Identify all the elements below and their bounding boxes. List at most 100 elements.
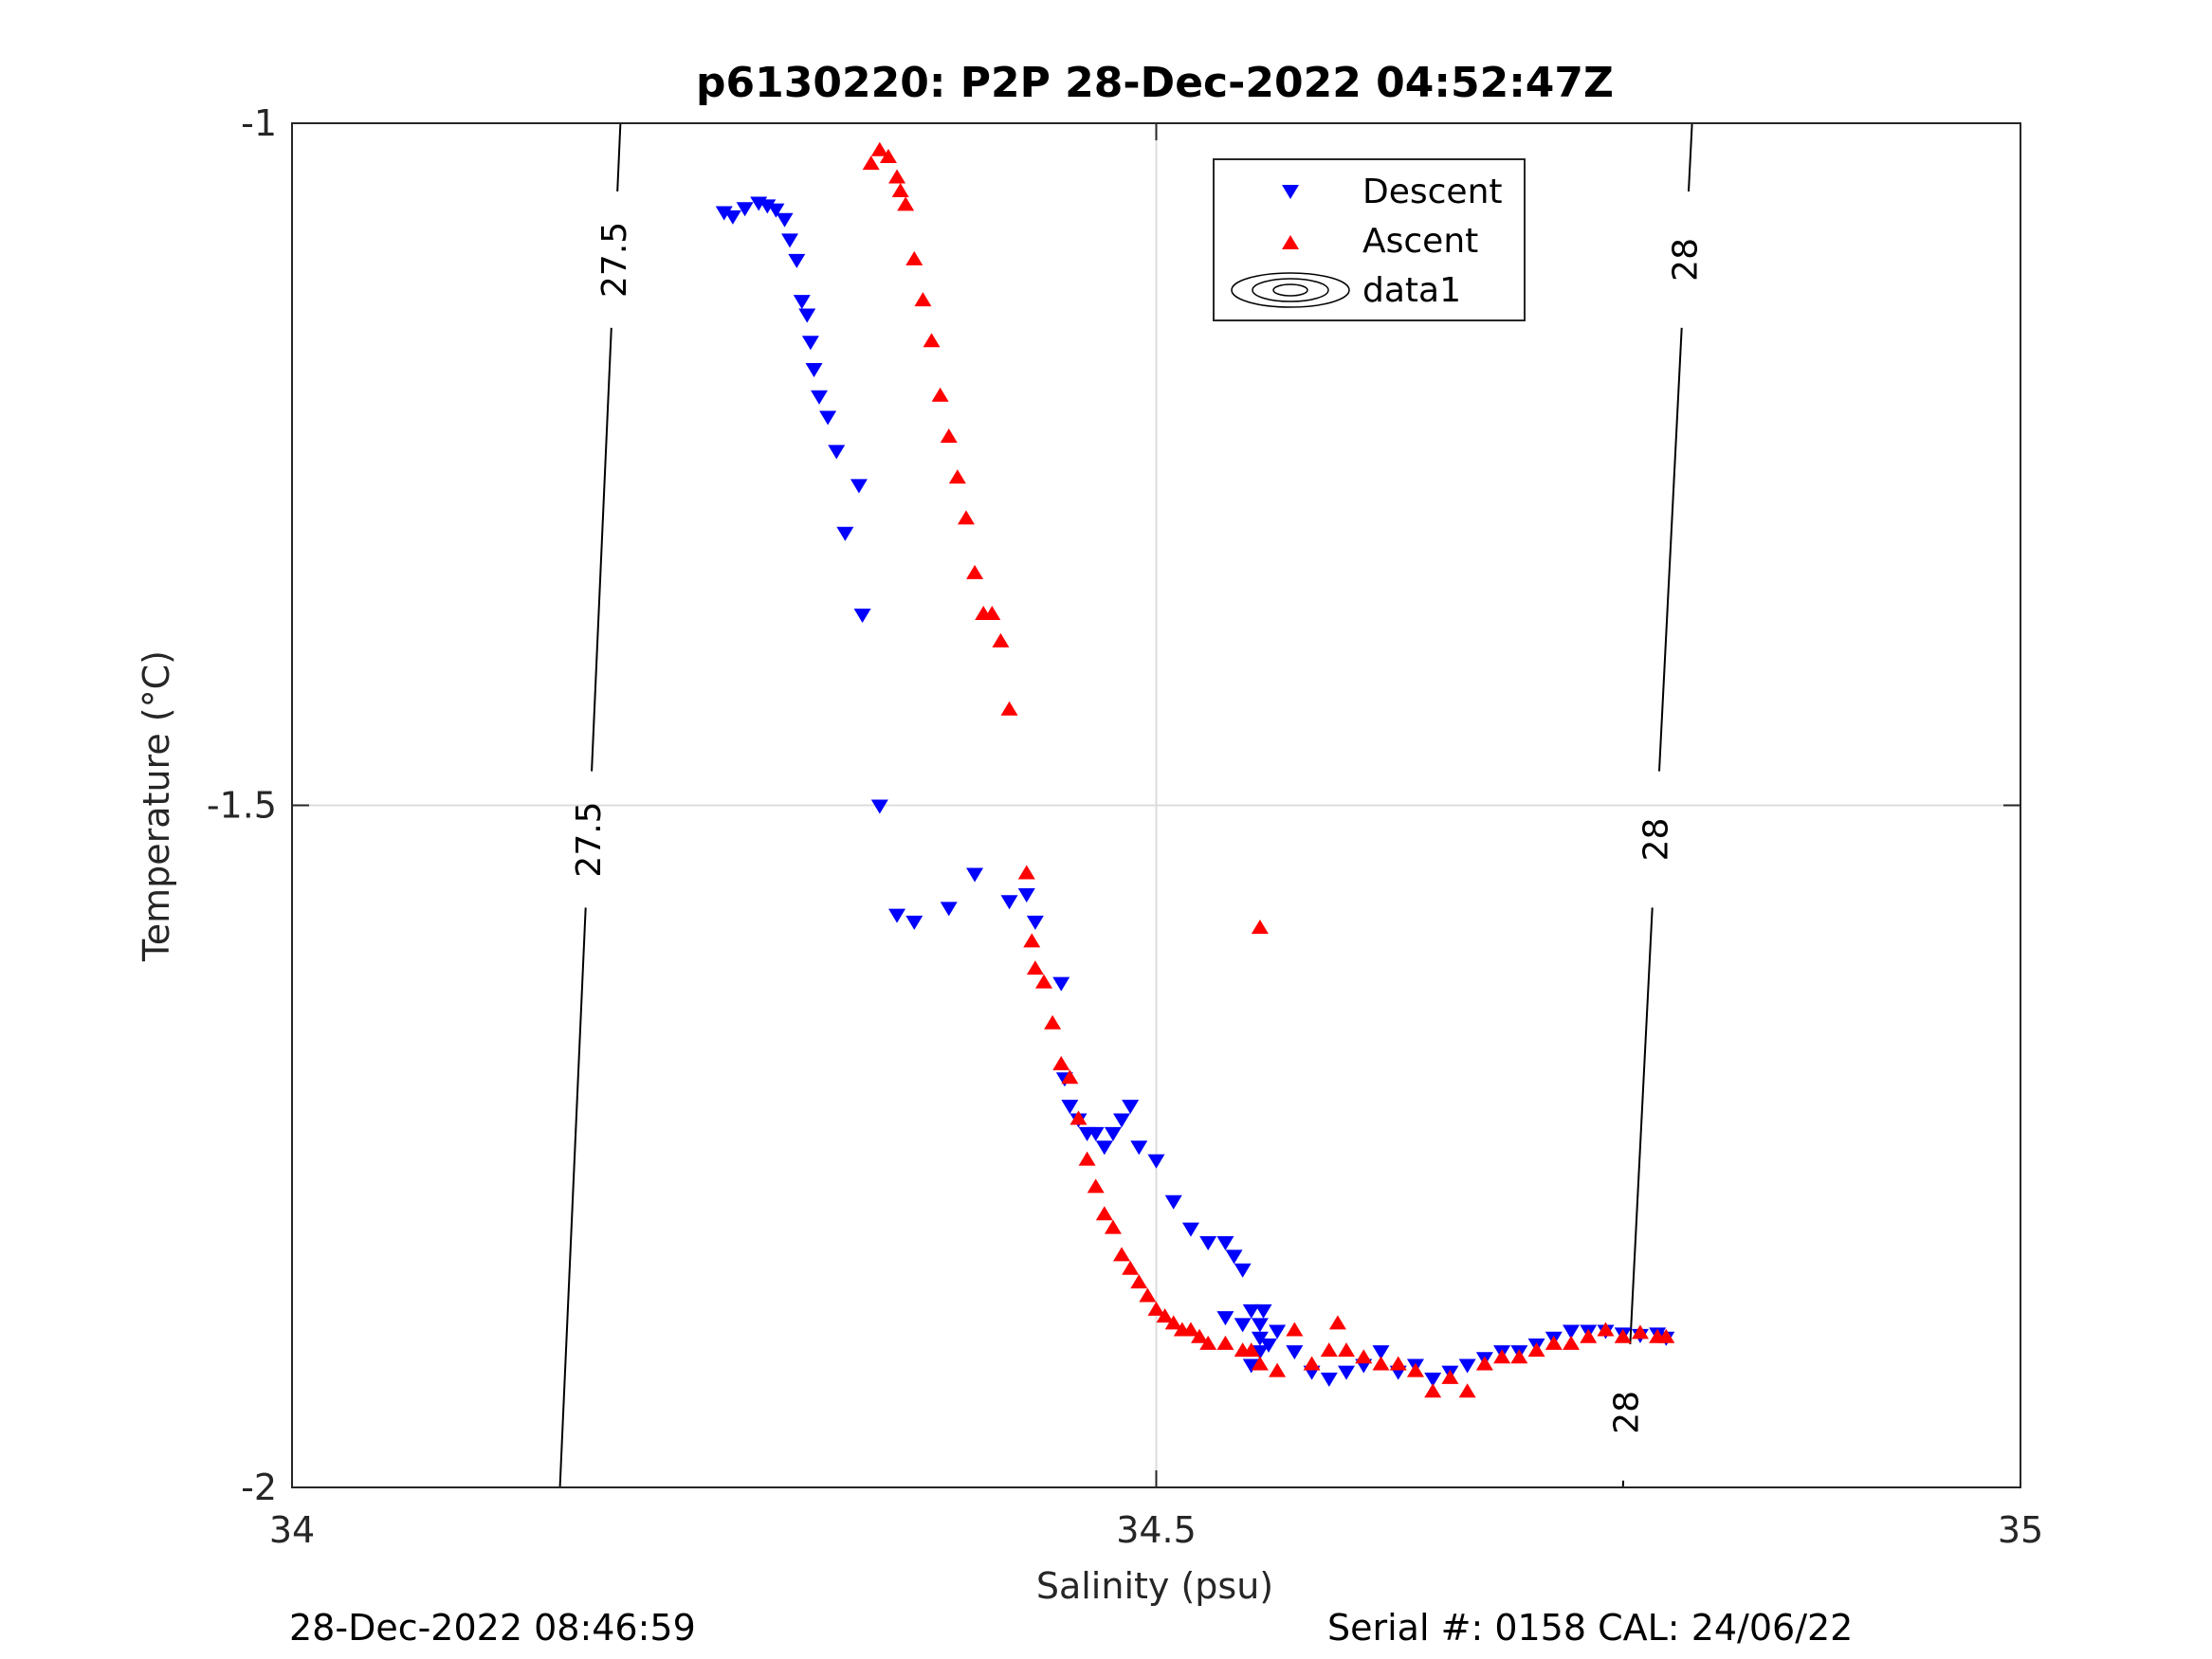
y-tick-label: -1	[241, 102, 277, 144]
ascent-point	[1389, 1356, 1407, 1371]
descent-point	[1061, 1100, 1079, 1115]
ascent-point	[1104, 1219, 1122, 1234]
descent-point	[1000, 895, 1018, 910]
y-tick-label: -1.5	[207, 785, 277, 827]
descent-point	[966, 867, 984, 883]
descent-point	[1269, 1324, 1287, 1340]
ascent-point	[1095, 1206, 1113, 1221]
descent-point	[1251, 1331, 1269, 1346]
contour-line	[1657, 327, 1683, 772]
descent-point	[723, 210, 741, 225]
ascent-point	[1035, 974, 1053, 989]
descent-point	[1320, 1372, 1338, 1387]
ascent-point	[1406, 1362, 1424, 1377]
ascent-point	[1156, 1308, 1174, 1323]
ascent-point	[1527, 1342, 1545, 1358]
descent-point	[1164, 1194, 1182, 1210]
ascent-point	[957, 510, 975, 525]
ascent-point	[931, 387, 949, 402]
ascent-point	[1191, 1328, 1209, 1343]
ascent-point	[1023, 933, 1041, 948]
ascent-point	[1458, 1383, 1476, 1398]
descent-point	[1251, 1345, 1269, 1360]
x-tick-label: 34.5	[1116, 1509, 1197, 1551]
ascent-point	[1052, 1055, 1070, 1070]
legend-ascent-label: Ascent	[1362, 222, 1478, 261]
descent-point	[1372, 1345, 1390, 1360]
descent-point	[1242, 1304, 1260, 1319]
descent-point	[1251, 1318, 1269, 1333]
ascent-point	[992, 632, 1010, 647]
y-axis-label: Temperature (°C)	[136, 650, 177, 962]
descent-point	[801, 336, 819, 351]
legend-ascent-marker	[1282, 235, 1299, 249]
descent-point	[1130, 1140, 1148, 1156]
ascent-point	[1563, 1335, 1581, 1350]
descent-point	[1026, 915, 1044, 930]
descent-point	[1087, 1126, 1105, 1141]
grid-lines	[292, 123, 2020, 1487]
ascent-point	[1545, 1335, 1563, 1350]
ascent-series	[862, 141, 1675, 1398]
descent-point	[1095, 1140, 1113, 1156]
contour-label: 28	[1636, 818, 1675, 862]
ascent-point	[1061, 1069, 1079, 1085]
descent-series	[715, 196, 1675, 1387]
descent-point	[1216, 1235, 1234, 1250]
chart-title: p6130220: P2P 28-Dec-2022 04:52:47Z	[696, 59, 1614, 107]
ascent-point	[1338, 1342, 1356, 1358]
ascent-point	[1026, 960, 1044, 975]
ascent-point	[1122, 1260, 1140, 1275]
ascent-point	[888, 169, 906, 184]
ascent-point	[1631, 1324, 1649, 1340]
descent-point	[828, 445, 846, 460]
descent-point	[870, 799, 888, 814]
descent-point	[767, 203, 785, 218]
descent-point	[1424, 1372, 1442, 1387]
ascent-point	[1181, 1322, 1199, 1337]
descent-point	[853, 609, 871, 624]
ascent-point	[1000, 701, 1018, 716]
descent-point	[1259, 1338, 1277, 1353]
descent-point	[1242, 1358, 1260, 1374]
ascent-point	[1130, 1274, 1148, 1289]
ascent-point	[1069, 1110, 1088, 1125]
descent-point	[1052, 976, 1070, 992]
ascent-point	[1044, 1014, 1062, 1030]
legend-descent-marker	[1282, 185, 1299, 199]
descent-point	[1254, 1304, 1272, 1319]
ascent-point	[1113, 1247, 1131, 1262]
descent-point	[1199, 1235, 1217, 1250]
ascent-point	[1614, 1328, 1632, 1343]
descent-point	[788, 253, 806, 268]
descent-point	[1338, 1365, 1356, 1380]
descent-point	[793, 295, 811, 310]
descent-point	[1017, 888, 1035, 903]
ascent-point	[1078, 1151, 1096, 1166]
axis-ticks: 34 34.5 35 -1 -1.5 -2	[207, 102, 2043, 1551]
descent-point	[1563, 1324, 1581, 1340]
x-axis-label: Salinity (psu)	[1036, 1565, 1273, 1607]
ascent-point	[1355, 1349, 1373, 1364]
ascent-point	[1147, 1301, 1165, 1316]
descent-point	[819, 410, 837, 426]
ascent-point	[862, 155, 880, 171]
ascent-point	[1320, 1342, 1338, 1358]
contour-line	[616, 122, 622, 191]
ascent-point	[914, 292, 932, 307]
ascent-point	[1328, 1315, 1346, 1330]
ascent-point	[923, 333, 941, 348]
contour-label: 28	[1666, 238, 1705, 282]
ascent-point	[1510, 1349, 1528, 1364]
x-tick-label: 35	[1998, 1509, 2043, 1551]
descent-point	[1225, 1249, 1243, 1265]
contour-line	[558, 907, 587, 1488]
descent-point	[940, 902, 958, 917]
density-contours: 27.5 27.5 28 28 28	[558, 122, 1705, 1488]
descent-point	[1234, 1263, 1252, 1278]
contour-label: 27.5	[595, 222, 634, 298]
descent-point	[1286, 1345, 1304, 1360]
ascent-point	[1597, 1322, 1615, 1337]
legend-contour-marker	[1231, 272, 1350, 308]
legend: Descent Ascent data1	[1213, 158, 1526, 321]
